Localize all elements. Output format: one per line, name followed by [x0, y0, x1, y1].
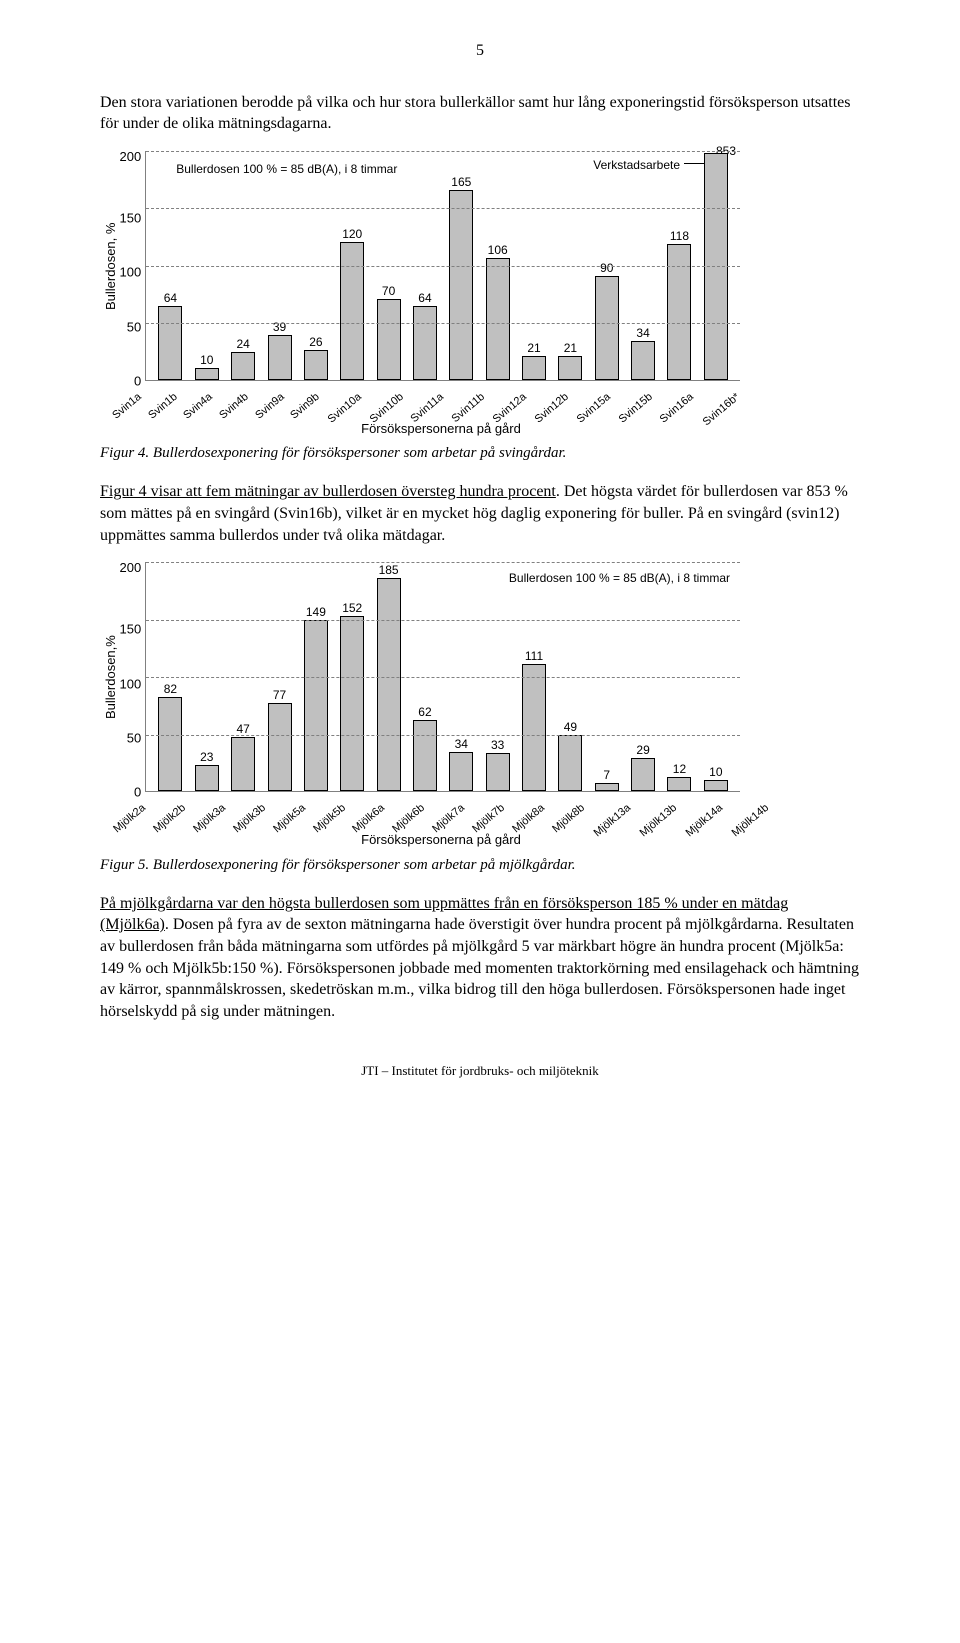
bar-rect [195, 368, 219, 380]
bar-rect [268, 703, 292, 792]
bar-rect [413, 720, 437, 791]
bar-value-label: 26 [309, 336, 322, 348]
bar-value-label: 21 [564, 342, 577, 354]
figure-4-caption: Figur 4. Bullerdosexponering för försöks… [100, 443, 860, 463]
chart1-y-ticks: 200150100500 [120, 151, 146, 381]
bar-rect [558, 735, 582, 791]
bar-value-label: 34 [636, 327, 649, 339]
page-footer: JTI – Institutet för jordbruks- och milj… [100, 1062, 860, 1080]
chart1-y-label: Bullerdosen, % [100, 151, 120, 381]
page-number: 5 [100, 40, 860, 62]
para3-rest: . Dosen på fyra av de sexton mätningarna… [100, 916, 859, 1019]
chart2-plot: Bullerdosen 100 % = 85 dB(A), i 8 timmar… [145, 562, 740, 792]
chart2-y-label: Bullerdosen,% [100, 562, 120, 792]
bar-value-label: 29 [636, 744, 649, 756]
bar-rect [158, 306, 182, 380]
y-tick: 0 [134, 374, 141, 387]
chart2-y-ticks: 200150100500 [120, 562, 146, 792]
bar-value-label: 77 [273, 689, 286, 701]
analysis-paragraph-1: Figur 4 visar att fem mätningar av bulle… [100, 481, 860, 546]
intro-paragraph: Den stora variationen berodde på vilka o… [100, 92, 860, 135]
bar-value-label: 152 [342, 602, 362, 614]
bar-value-label: 120 [342, 228, 362, 240]
bar-value-label: 7 [603, 769, 610, 781]
bar-rect [486, 258, 510, 380]
gridline [146, 323, 740, 324]
gridline [146, 735, 740, 736]
bar-rect [340, 242, 364, 380]
gridline [146, 677, 740, 678]
bar-rect [486, 753, 510, 791]
y-tick: 150 [120, 623, 142, 636]
bar-rect [667, 777, 691, 791]
bar-rect [340, 616, 364, 791]
bar-rect [558, 356, 582, 380]
y-tick: 200 [120, 150, 142, 163]
y-tick: 150 [120, 212, 142, 225]
y-tick: 50 [127, 731, 141, 744]
bar-value-label: 10 [709, 766, 722, 778]
bar-value-label: 49 [564, 721, 577, 733]
chart1-x-label: Försökspersonerna på gård [142, 420, 740, 438]
bar-rect [595, 276, 619, 380]
bar-value-label: 149 [306, 606, 326, 618]
bar-value-label: 34 [455, 738, 468, 750]
bar-value-label: 90 [600, 262, 613, 274]
bar-value-label: 33 [491, 739, 504, 751]
bar-value-label: 24 [236, 338, 249, 350]
y-tick: 100 [120, 677, 142, 690]
bar-value-label: 165 [451, 176, 471, 188]
para2-underlined: Figur 4 visar att fem mätningar av bulle… [100, 483, 556, 500]
bar-rect [158, 697, 182, 791]
bar-rect [195, 765, 219, 791]
y-tick: 50 [127, 320, 141, 333]
bar-rect [522, 664, 546, 792]
y-tick: 0 [134, 786, 141, 799]
bar-rect [522, 356, 546, 380]
analysis-paragraph-2: På mjölkgårdarna var den högsta bullerdo… [100, 893, 860, 1023]
bar-rect [377, 578, 401, 791]
gridline [146, 208, 740, 209]
bar-rect [449, 752, 473, 791]
bar-rect [595, 783, 619, 791]
y-tick: 100 [120, 266, 142, 279]
gridline [146, 562, 740, 563]
bar-rect [449, 190, 473, 380]
bar-value-label: 64 [418, 292, 431, 304]
bar-value-label: 106 [488, 244, 508, 256]
bar-value-label: 62 [418, 706, 431, 718]
bar-rect [231, 737, 255, 791]
gridline [146, 266, 740, 267]
bar-value-label: 10 [200, 354, 213, 366]
figure-5-chart: Bullerdosen,% 200 150 100 50 0 Bullerdosen 1… [100, 562, 740, 848]
bar-rect [304, 350, 328, 380]
y-tick: 200 [120, 561, 142, 574]
bar-rect [704, 780, 728, 792]
bar-value-label: 70 [382, 285, 395, 297]
bar-rect [377, 299, 401, 380]
bar-rect [304, 620, 328, 791]
gridline [146, 151, 740, 152]
bar-value-label: 118 [670, 230, 689, 242]
bar-value-label: 21 [527, 342, 540, 354]
gridline [146, 620, 740, 621]
chart1-plot: Bullerdosen 100 % = 85 dB(A), i 8 timmar… [145, 151, 740, 381]
bar-value-label: 82 [164, 683, 177, 695]
bar-rect [667, 244, 691, 380]
bar-rect [268, 335, 292, 380]
figure-5-caption: Figur 5. Bullerdosexponering för försöks… [100, 855, 860, 875]
bar-value-label: 23 [200, 751, 213, 763]
figure-4-chart: Bullerdosen, % 200 150 100 50 0 Bullerdosen … [100, 151, 740, 437]
chart2-x-ticks: Mjölk2aMjölk2bMjölk3aMjölk3bMjölk5aMjölk… [100, 792, 775, 813]
bar-rect [413, 306, 437, 380]
chart1-x-ticks: Svin1aSvin1bSvin4aSvin4bSvin9aSvin9bSvin… [100, 381, 746, 402]
bar-value-label: 12 [673, 763, 686, 775]
bar-value-label: 111 [525, 650, 543, 662]
bar-rect [631, 758, 655, 791]
bar-value-label: 185 [379, 564, 399, 576]
bar-value-label: 47 [236, 723, 249, 735]
bar-rect [631, 341, 655, 380]
bar-value-label: 64 [164, 292, 177, 304]
bar-rect [231, 352, 255, 380]
